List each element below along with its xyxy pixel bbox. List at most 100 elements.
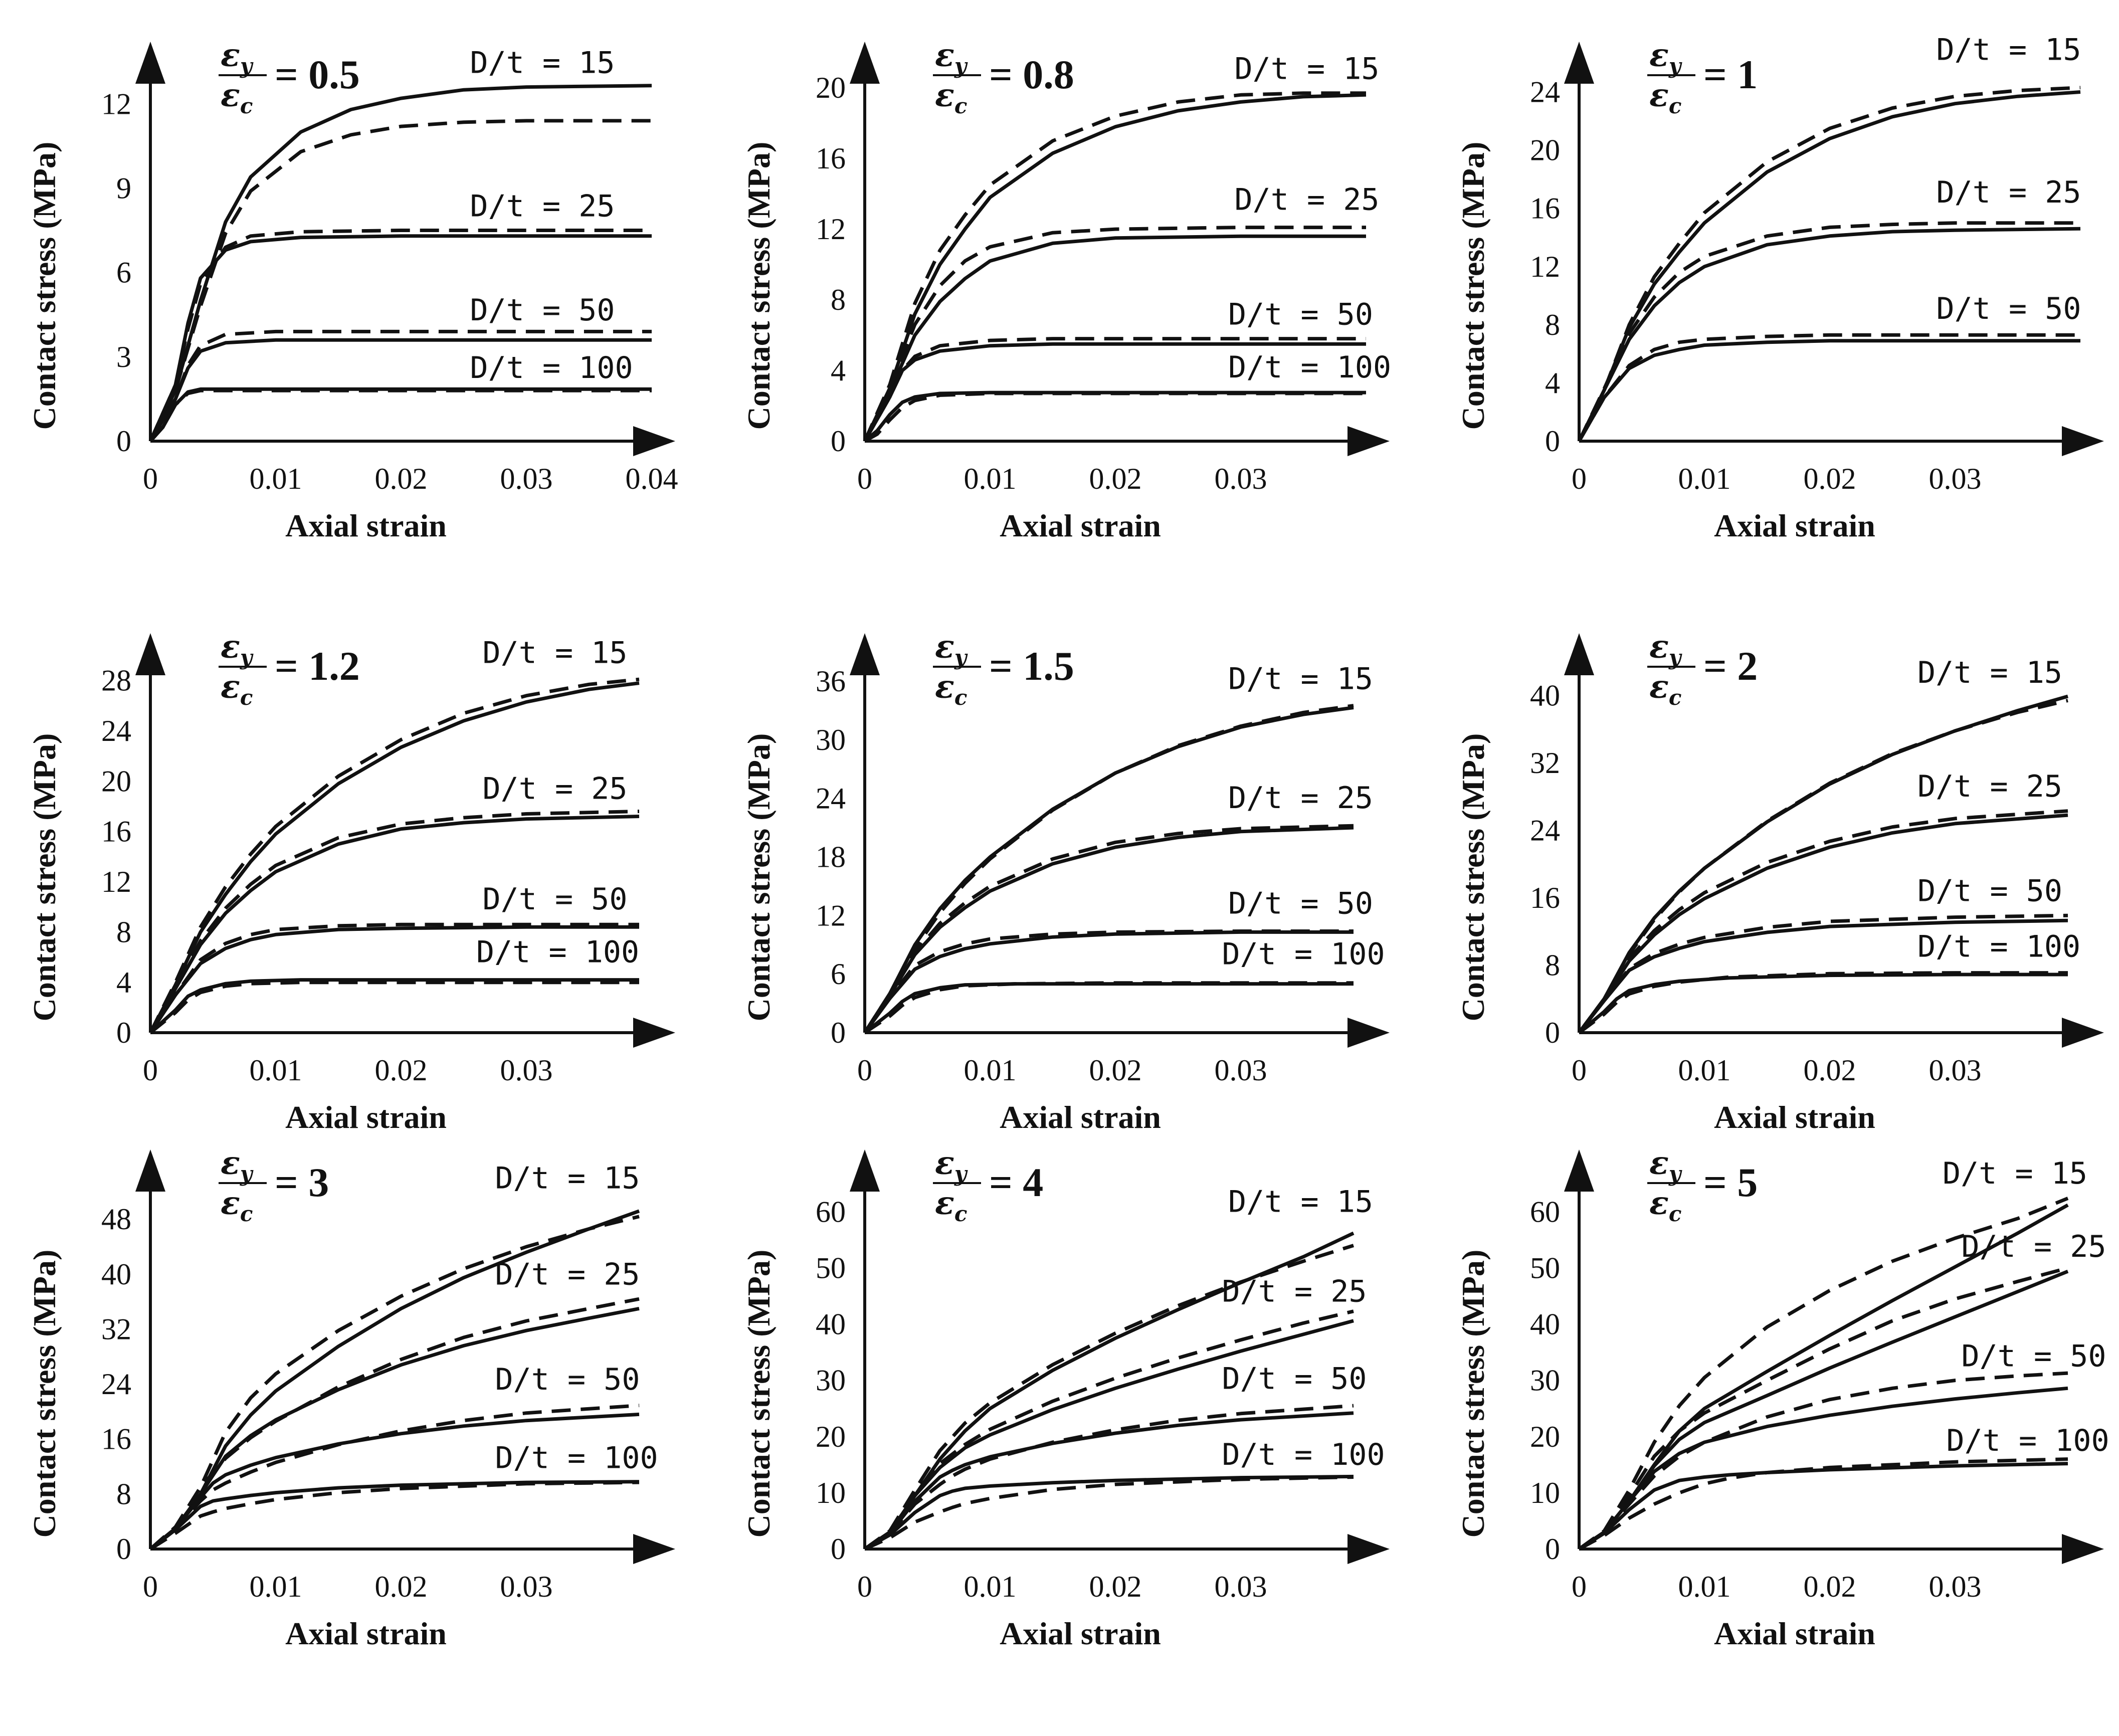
epsilon-y-symbol: εy (1649, 628, 1682, 670)
y-tick-label: 12 (101, 87, 131, 120)
x-tick-label: 0.03 (1215, 462, 1267, 495)
dashed-curve (863, 91, 1366, 442)
y-tick-label: 8 (831, 283, 846, 316)
solid-curve (149, 978, 639, 1034)
x-tick-label: 0 (857, 462, 872, 495)
epsilon-y-symbol: εy (221, 37, 254, 78)
x-tick-label: 0.03 (500, 1054, 553, 1087)
y-tick-label: 40 (1530, 1308, 1560, 1341)
dashed-curve (1577, 333, 2080, 442)
y-tick-label: 12 (816, 213, 846, 246)
solid-curve (148, 815, 640, 1034)
solid-curve (149, 387, 652, 443)
x-tick-label: 0.01 (1678, 1570, 1731, 1603)
x-tick-label: 0 (143, 1054, 158, 1087)
dashed-curve (1578, 1371, 2068, 1551)
y-tick-label: 40 (101, 1258, 131, 1291)
y-tick-label: 8 (116, 915, 131, 948)
dashed-curve (863, 929, 1354, 1034)
dashed-curve (1578, 809, 2068, 1034)
curve-label: D/t = 100 (1947, 1423, 2109, 1458)
curve-label: D/t = 50 (1222, 1361, 1367, 1396)
y-tick-label: 0 (116, 1532, 131, 1566)
y-tick-label: 20 (816, 1420, 846, 1453)
epsilon-c-symbol: εc (221, 1185, 253, 1226)
epsilon-c-symbol: εc (935, 77, 967, 118)
y-tick-label: 18 (816, 840, 846, 873)
chart-panel: 0 0.01 0.02 0.03 0.04 0 3 6 9 12 Axial strain Conta… (27, 37, 678, 543)
y-tick-label: 10 (816, 1476, 846, 1509)
x-tick-label: 0 (143, 1570, 158, 1603)
y-axis-label: Contact stress (MPa) (1455, 142, 1491, 430)
x-axis-label: Axial strain (1000, 1099, 1161, 1135)
dashed-curve (863, 226, 1366, 442)
y-tick-label: 24 (101, 1368, 131, 1401)
x-tick-label: 0.01 (250, 1570, 302, 1603)
x-tick-label: 0.03 (1929, 462, 1982, 495)
epsilon-y-symbol: εy (1649, 1144, 1682, 1186)
epsilon-c-symbol: εc (1649, 77, 1681, 118)
curve-label: D/t = 100 (1228, 350, 1391, 385)
curve-label: D/t = 25 (1222, 1274, 1367, 1309)
dashed-curve (863, 824, 1354, 1034)
curve-label: D/t = 25 (470, 189, 615, 224)
strain-ratio-value: = 4 (989, 1160, 1043, 1205)
curve-label: D/t = 50 (495, 1362, 640, 1397)
y-tick-label: 48 (101, 1203, 131, 1236)
dashed-curve (864, 981, 1354, 1034)
x-axis-label: Axial strain (285, 508, 447, 543)
dashed-curve (148, 810, 640, 1034)
strain-ratio-value: = 0.8 (989, 52, 1074, 97)
curve-label: D/t = 25 (483, 771, 628, 806)
dashed-curve (148, 329, 652, 442)
y-tick-label: 24 (816, 782, 846, 815)
y-tick-label: 0 (831, 425, 846, 458)
y-tick-label: 20 (816, 71, 846, 104)
x-tick-label: 0.03 (1929, 1570, 1982, 1603)
curve-label: D/t = 15 (1917, 655, 2062, 690)
chart-panel: 0 0.01 0.02 0.03 0 6 12 18 24 30 36 Axial strain Con… (741, 628, 1390, 1135)
dashed-curve (149, 922, 639, 1034)
y-tick-label: 40 (816, 1308, 846, 1341)
dashed-curve (1578, 1266, 2068, 1551)
y-axis-label: Contact stress (MPa) (1455, 1250, 1491, 1538)
y-tick-label: 0 (116, 425, 131, 458)
y-tick-label: 8 (1545, 948, 1560, 982)
curve-label: D/t = 50 (483, 882, 628, 917)
y-tick-label: 12 (101, 865, 131, 898)
chart-panel: 0 0.01 0.02 0.03 0 10 20 30 40 50 60 Axial strain Co… (741, 1144, 1390, 1651)
epsilon-c-symbol: εc (221, 668, 253, 710)
y-tick-label: 32 (101, 1312, 131, 1345)
curve-label: D/t = 15 (1228, 1184, 1373, 1219)
y-tick-label: 8 (1545, 308, 1560, 341)
y-tick-label: 0 (1545, 1016, 1560, 1049)
x-tick-label: 0.02 (1804, 1054, 1856, 1087)
x-tick-label: 0 (857, 1054, 872, 1087)
x-tick-label: 0.01 (250, 462, 302, 495)
dashed-curve (149, 981, 639, 1034)
epsilon-c-symbol: εc (221, 77, 253, 118)
y-tick-label: 6 (831, 957, 846, 991)
chart-panel: 0 0.01 0.02 0.03 0 10 20 30 40 50 60 Axial strain Co… (1455, 1144, 2109, 1651)
y-tick-label: 40 (1530, 679, 1560, 712)
curve-label: D/t = 15 (1235, 52, 1380, 87)
curve-label: D/t = 25 (1917, 769, 2062, 804)
dashed-curve (148, 677, 640, 1034)
x-axis-label: Axial strain (1000, 508, 1161, 543)
x-tick-label: 0.02 (375, 462, 428, 495)
y-tick-label: 32 (1530, 746, 1560, 780)
x-axis-label: Axial strain (285, 1099, 447, 1135)
curve-label: D/t = 15 (495, 1161, 640, 1196)
dashed-curve (1578, 913, 2068, 1034)
curve-label: D/t = 50 (1962, 1339, 2106, 1374)
y-tick-label: 16 (1530, 192, 1560, 225)
solid-curve (1578, 1269, 2069, 1551)
dashed-curve (1578, 971, 2068, 1034)
y-tick-label: 28 (101, 664, 131, 697)
dashed-curve (149, 389, 652, 443)
curve-label: D/t = 50 (1917, 874, 2062, 909)
dashed-curve (148, 119, 652, 442)
y-tick-label: 60 (816, 1195, 846, 1228)
